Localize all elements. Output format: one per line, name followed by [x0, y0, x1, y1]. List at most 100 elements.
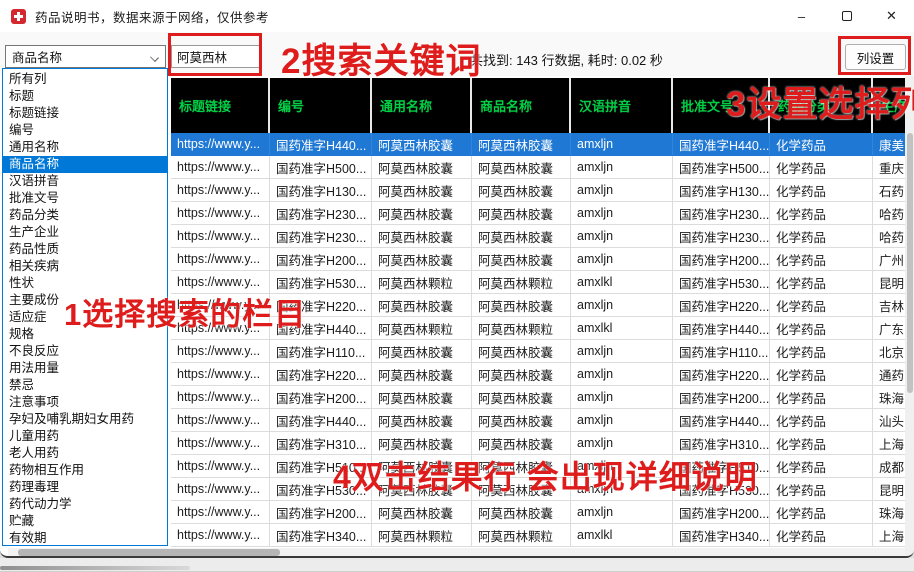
table-cell[interactable]: 化学药品	[770, 478, 873, 500]
table-row[interactable]: https://www.y... 国药准字H220... 阿莫西林胶囊 阿莫西林胶囊 a…	[171, 363, 905, 386]
table-cell[interactable]: 国药准字H220...	[270, 294, 372, 316]
horizontal-scrollbar[interactable]	[8, 548, 905, 556]
table-cell[interactable]: 阿莫西林胶囊	[372, 294, 472, 316]
column-dropdown-list[interactable]: 所有列 标题 标题链接 编号 通用名称 商品名称 汉语拼音 批准文号 药品分类 生产企业 药品性质相…	[2, 68, 168, 546]
table-cell[interactable]: https://www.y...	[171, 501, 270, 523]
table-cell[interactable]: 阿莫西林胶囊	[372, 501, 472, 523]
table-cell[interactable]: https://www.y...	[171, 340, 270, 362]
dropdown-item[interactable]: 规格	[9, 327, 35, 341]
table-cell[interactable]: 国药准字H340...	[673, 524, 770, 546]
table-cell[interactable]: amxljn	[571, 478, 673, 500]
dropdown-item[interactable]: 用法用量	[9, 361, 60, 375]
table-cell[interactable]: 化学药品	[770, 386, 873, 408]
table-cell[interactable]: 国药准字H230...	[270, 202, 372, 224]
table-row[interactable]: https://www.y... 国药准字H200... 阿莫西林胶囊 阿莫西林胶囊 a…	[171, 501, 905, 524]
table-cell[interactable]: 阿莫西林胶囊	[372, 133, 472, 155]
column-header-2[interactable]: 通用名称	[372, 78, 472, 133]
dropdown-item[interactable]: 有效期	[9, 531, 47, 545]
table-cell[interactable]: 阿莫西林胶囊	[472, 409, 571, 431]
table-cell[interactable]: 国药准字H530...	[270, 271, 372, 293]
dropdown-item[interactable]: 贮藏	[9, 514, 35, 528]
dropdown-item[interactable]: 禁忌	[9, 378, 35, 392]
table-cell[interactable]: 国药准字H500...	[270, 156, 372, 178]
table-cell[interactable]: 国药准字H510...	[673, 455, 770, 477]
table-cell[interactable]: 阿莫西林胶囊	[372, 409, 472, 431]
table-cell[interactable]: amxljn	[571, 156, 673, 178]
dropdown-item[interactable]: 药物相互作用	[9, 463, 85, 477]
table-cell[interactable]: 阿莫西林胶囊	[372, 248, 472, 270]
table-cell[interactable]: 国药准字H200...	[673, 248, 770, 270]
dropdown-item[interactable]: 通用名称	[9, 140, 60, 154]
table-cell[interactable]: 国药准字H200...	[270, 501, 372, 523]
table-cell[interactable]: 阿莫西林颗粒	[372, 271, 472, 293]
dropdown-item[interactable]: 不良反应	[9, 344, 60, 358]
dropdown-item[interactable]: 孕妇及哺乳期妇女用药	[9, 412, 135, 426]
table-cell[interactable]: 康美	[879, 138, 905, 153]
table-cell[interactable]: 化学药品	[770, 409, 873, 431]
table-cell[interactable]: 国药准字H110...	[673, 340, 770, 362]
table-cell[interactable]: 阿莫西林胶囊	[372, 432, 472, 454]
table-cell[interactable]: 国药准字H200...	[270, 386, 372, 408]
table-cell[interactable]: 阿莫西林颗粒	[372, 524, 472, 546]
table-cell[interactable]: 阿莫西林胶囊	[372, 340, 472, 362]
table-cell[interactable]: 阿莫西林颗粒	[472, 524, 571, 546]
table-cell[interactable]: 国药准字H200...	[270, 248, 372, 270]
table-cell[interactable]: https://www.y...	[171, 478, 270, 500]
table-row[interactable]: https://www.y... 国药准字H200... 阿莫西林胶囊 阿莫西林胶囊 a…	[171, 248, 905, 271]
table-cell[interactable]: 化学药品	[770, 179, 873, 201]
table-cell[interactable]: 化学药品	[770, 133, 873, 155]
table-cell[interactable]: 国药准字H340...	[270, 524, 372, 546]
dropdown-item[interactable]: 药代动力学	[9, 497, 72, 511]
table-cell[interactable]: 阿莫西林胶囊	[372, 455, 472, 477]
search-column-combobox[interactable]: 商品名称	[5, 45, 166, 68]
table-cell[interactable]: 国药准字H200...	[673, 501, 770, 523]
table-row[interactable]: https://www.y... 国药准字H130... 阿莫西林胶囊 阿莫西林胶囊 a…	[171, 179, 905, 202]
table-cell[interactable]: https://www.y...	[171, 524, 270, 546]
dropdown-item[interactable]: 主要成份	[9, 293, 60, 307]
table-cell[interactable]: 阿莫西林胶囊	[472, 179, 571, 201]
table-cell[interactable]: 国药准字H220...	[270, 363, 372, 385]
minimize-button[interactable]: –	[779, 0, 824, 32]
dropdown-item[interactable]: 儿童用药	[9, 429, 60, 443]
table-row[interactable]: https://www.y... 国药准字H530... 阿莫西林胶囊 阿莫西林胶囊 a…	[171, 478, 905, 501]
table-cell[interactable]: 阿莫西林胶囊	[472, 501, 571, 523]
table-cell[interactable]: 化学药品	[770, 317, 873, 339]
table-cell[interactable]: amxljn	[571, 432, 673, 454]
table-cell[interactable]: amxljn	[571, 455, 673, 477]
table-cell[interactable]: 化学药品	[770, 294, 873, 316]
table-cell[interactable]: 阿莫西林胶囊	[372, 386, 472, 408]
table-cell[interactable]: amxljn	[571, 248, 673, 270]
table-cell[interactable]: amxljn	[571, 179, 673, 201]
column-header-0[interactable]: 标题链接	[171, 78, 270, 133]
table-cell[interactable]: 国药准字H440...	[673, 409, 770, 431]
table-cell[interactable]: 国药准字H510...	[270, 455, 372, 477]
table-cell[interactable]: 北京	[879, 345, 905, 360]
dropdown-item[interactable]: 编号	[9, 123, 35, 137]
table-cell[interactable]: 阿莫西林胶囊	[472, 478, 571, 500]
vertical-scrollbar-thumb[interactable]	[906, 133, 913, 393]
search-input[interactable]	[171, 45, 260, 68]
table-cell[interactable]: https://www.y...	[171, 202, 270, 224]
table-row[interactable]: https://www.y... 国药准字H440... 阿莫西林颗粒 阿莫西林颗粒 a…	[171, 317, 905, 340]
table-cell[interactable]: amxljn	[571, 340, 673, 362]
table-cell[interactable]: https://www.y...	[171, 248, 270, 270]
table-cell[interactable]: 吉林	[879, 299, 905, 314]
table-cell[interactable]: https://www.y...	[171, 225, 270, 247]
table-cell[interactable]: 阿莫西林胶囊	[472, 225, 571, 247]
table-cell[interactable]: https://www.y...	[171, 409, 270, 431]
table-cell[interactable]: 国药准字H220...	[673, 294, 770, 316]
table-cell[interactable]: 阿莫西林胶囊	[372, 202, 472, 224]
horizontal-scrollbar-thumb[interactable]	[18, 549, 280, 556]
table-cell[interactable]: 化学药品	[770, 363, 873, 385]
dropdown-item[interactable]: 标题	[9, 89, 35, 103]
table-row[interactable]: https://www.y... 国药准字H230... 阿莫西林胶囊 阿莫西林胶囊 a…	[171, 225, 905, 248]
table-cell[interactable]: 阿莫西林胶囊	[472, 455, 571, 477]
table-cell[interactable]: 国药准字H220...	[673, 363, 770, 385]
table-row[interactable]: https://www.y... 国药准字H340... 阿莫西林颗粒 阿莫西林颗粒 a…	[171, 524, 905, 547]
column-header-1[interactable]: 编号	[270, 78, 372, 133]
table-cell[interactable]: 广东	[879, 322, 905, 337]
table-cell[interactable]: 国药准字H230...	[673, 202, 770, 224]
table-cell[interactable]: amxljn	[571, 133, 673, 155]
table-cell[interactable]: 化学药品	[770, 202, 873, 224]
table-cell[interactable]: 国药准字H310...	[673, 432, 770, 454]
